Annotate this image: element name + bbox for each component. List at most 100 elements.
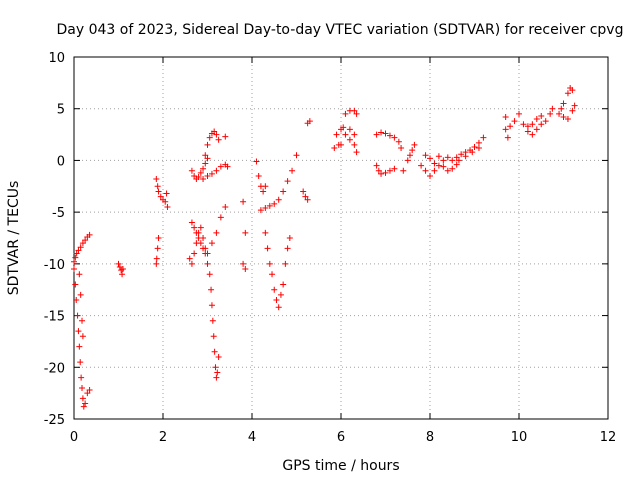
data-point <box>154 183 161 190</box>
data-point <box>77 359 84 366</box>
series-t5b <box>262 229 293 311</box>
data-point <box>449 157 456 164</box>
data-point <box>560 100 567 107</box>
data-point <box>351 107 358 114</box>
data-point <box>378 170 385 177</box>
series-t2 <box>153 176 171 267</box>
data-point <box>520 121 527 128</box>
data-point <box>206 271 213 278</box>
data-point <box>538 112 545 119</box>
data-point <box>115 260 122 267</box>
data-point <box>197 224 204 231</box>
data-point <box>222 133 229 140</box>
data-point <box>549 105 556 112</box>
data-point <box>275 304 282 311</box>
data-point <box>353 149 360 156</box>
data-point <box>74 312 81 319</box>
data-point <box>391 165 398 172</box>
data-point <box>264 245 271 252</box>
data-point <box>75 247 82 254</box>
data-point <box>255 172 262 179</box>
data-point <box>73 250 80 257</box>
data-point <box>163 190 170 197</box>
data-point <box>346 126 353 133</box>
y-tick-label: 10 <box>48 51 65 66</box>
series-t6 <box>300 118 313 203</box>
data-point <box>204 155 211 162</box>
data-point <box>342 131 349 138</box>
data-point <box>240 198 247 205</box>
data-point <box>213 131 220 138</box>
series-t3b <box>186 203 229 267</box>
data-point <box>453 161 460 168</box>
series-t3c <box>188 155 231 183</box>
data-point <box>400 167 407 174</box>
data-point <box>306 118 313 125</box>
data-point <box>76 343 83 350</box>
data-point <box>162 198 169 205</box>
data-point <box>516 110 522 117</box>
data-point <box>210 333 217 340</box>
data-point <box>86 387 93 394</box>
data-point <box>155 188 162 195</box>
data-point <box>386 167 393 174</box>
data-point <box>211 348 218 355</box>
data-point <box>547 110 554 117</box>
data-point <box>435 162 442 169</box>
data-point <box>422 152 429 159</box>
data-point <box>77 244 84 251</box>
data-point <box>262 205 269 212</box>
data-point <box>444 167 451 174</box>
data-point <box>284 178 291 185</box>
series-early-rise <box>71 231 93 265</box>
data-point <box>214 369 221 376</box>
x-tick-label: 12 <box>600 430 617 445</box>
data-point <box>119 266 126 273</box>
data-point <box>271 200 278 207</box>
data-point <box>209 317 216 324</box>
data-point <box>277 291 284 298</box>
data-point <box>533 126 540 133</box>
data-point <box>338 141 344 148</box>
data-point <box>224 163 231 170</box>
data-point <box>373 162 380 169</box>
data-point <box>240 260 247 267</box>
data-point <box>280 281 287 288</box>
data-point <box>409 147 416 154</box>
data-point <box>213 229 220 236</box>
data-point <box>286 235 293 241</box>
data-point <box>208 302 215 309</box>
data-point <box>208 170 215 177</box>
data-point <box>391 134 398 141</box>
data-point <box>253 158 260 165</box>
data-point <box>333 131 340 138</box>
series-early-drop <box>71 266 93 410</box>
data-point <box>213 167 220 174</box>
data-point <box>353 110 360 117</box>
data-point <box>260 188 267 195</box>
x-tick-label: 6 <box>337 430 345 445</box>
series-t1 <box>115 260 126 278</box>
data-point <box>202 245 209 252</box>
series-t4 <box>240 198 249 273</box>
data-point <box>202 152 209 159</box>
x-axis-label: GPS time / hours <box>282 458 399 474</box>
data-point <box>204 250 211 257</box>
data-point <box>564 90 571 97</box>
data-point <box>71 258 77 265</box>
data-point <box>507 123 514 130</box>
data-point <box>206 134 213 141</box>
data-point <box>529 121 536 128</box>
data-point <box>200 235 207 241</box>
data-point <box>211 128 218 135</box>
data-point <box>351 141 358 148</box>
data-point <box>79 333 86 340</box>
data-point <box>222 203 229 210</box>
data-point <box>440 163 447 170</box>
series-t12 <box>556 85 578 123</box>
data-point <box>257 207 264 214</box>
data-points <box>71 85 578 410</box>
data-point <box>453 154 460 161</box>
data-point <box>262 229 269 236</box>
data-point <box>556 110 563 117</box>
